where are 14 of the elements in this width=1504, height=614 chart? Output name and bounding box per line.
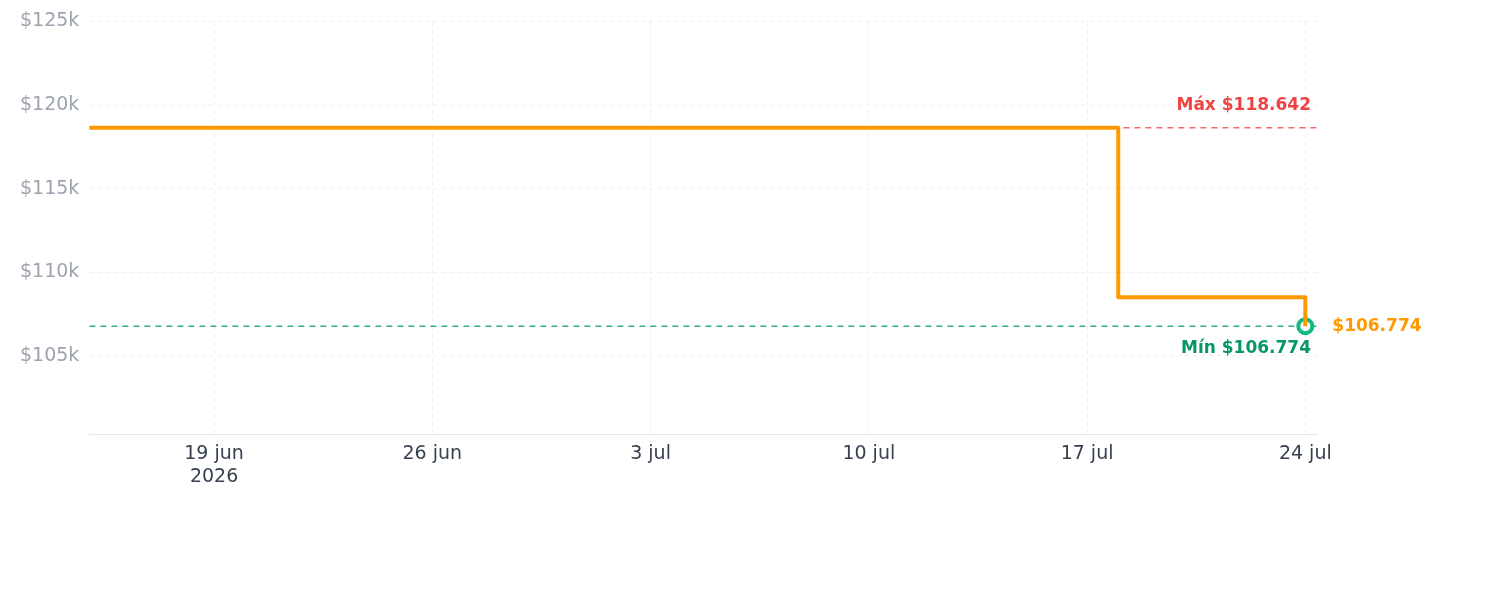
y-tick-label: $105k bbox=[20, 342, 80, 365]
ref-line-label: Máx $118.642 bbox=[1176, 93, 1311, 114]
y-tick-label: $125k bbox=[20, 8, 80, 31]
y-tick-label: $120k bbox=[20, 91, 80, 114]
y-tick-label: $110k bbox=[20, 259, 80, 282]
data-label: $106.774 bbox=[1332, 314, 1422, 335]
x-tick-label: 24 jul bbox=[1278, 440, 1332, 463]
x-tick-label: 10 jul bbox=[842, 440, 896, 463]
ref-line-label: Mín $106.774 bbox=[1180, 337, 1312, 358]
y-tick-label: $115k bbox=[20, 175, 80, 198]
x-tick-label: 26 jun bbox=[402, 440, 463, 463]
x-tick-label: 17 jul bbox=[1060, 440, 1114, 463]
x-tick-label: 3 jul bbox=[630, 440, 671, 463]
x-tick-label: 19 jun 2026 bbox=[184, 440, 244, 486]
